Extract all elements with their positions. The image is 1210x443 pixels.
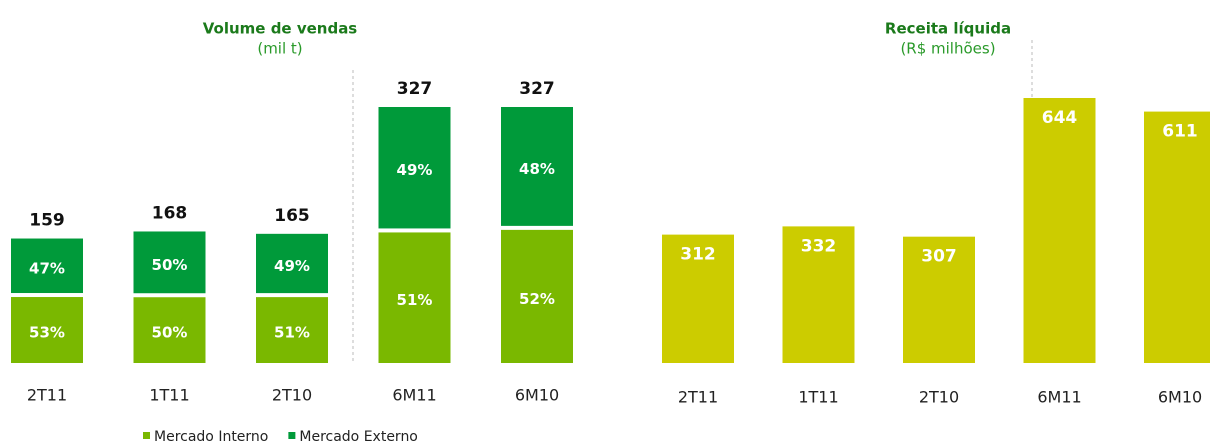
legend-label: Mercado Externo [299,429,418,443]
bar-segment [378,107,451,229]
x-tick-label: 6M10 [515,386,559,405]
segment-label: 49% [274,257,310,275]
bar-segment [11,238,83,294]
segment-label: 51% [274,324,310,342]
segment-label: 52% [519,290,555,308]
total-label: 327 [519,79,555,99]
segment-label: 53% [29,324,65,342]
bar [903,236,975,363]
value-label: 312 [680,245,716,265]
chart-title: Receita líquida [885,20,1011,38]
x-tick-label: 6M11 [1037,388,1081,407]
x-tick-label: 6M10 [1158,388,1202,407]
x-tick-label: 6M11 [392,386,436,405]
legend-swatch [288,432,296,439]
x-tick-label: 2T10 [272,386,312,405]
bar-segment [133,231,206,294]
bar [662,234,734,363]
total-label: 168 [152,203,188,223]
legend-swatch [143,432,150,439]
total-label: 165 [274,206,310,226]
total-label: 327 [397,79,433,99]
legend-label: Mercado Interno [154,429,268,443]
bar-segment [256,297,328,363]
value-label: 307 [921,247,957,267]
bar-segment [501,229,573,363]
bar [782,226,855,363]
chart-subtitle: (R$ milhões) [900,40,995,58]
value-label: 332 [801,236,837,256]
bar-segment [501,107,573,226]
chart-subtitle: (mil t) [257,40,302,58]
bar-segment [256,233,328,294]
bar-segment [133,297,206,363]
total-label: 159 [29,211,65,231]
segment-label: 50% [152,324,188,342]
x-tick-label: 2T11 [27,386,67,405]
value-label: 611 [1162,122,1198,142]
x-tick-label: 2T10 [919,388,959,407]
segment-label: 50% [152,256,188,274]
bar [1144,111,1210,363]
chart-title: Volume de vendas [203,20,358,38]
x-tick-label: 1T11 [149,386,189,405]
segment-label: 47% [29,259,65,277]
x-tick-label: 1T11 [798,388,838,407]
bar-segment [11,297,83,363]
value-label: 644 [1042,108,1078,128]
segment-label: 51% [397,291,433,309]
x-tick-label: 2T11 [678,388,718,407]
bar [1023,98,1096,363]
segment-label: 48% [519,160,555,178]
segment-label: 49% [397,161,433,179]
bar-segment [378,232,451,363]
